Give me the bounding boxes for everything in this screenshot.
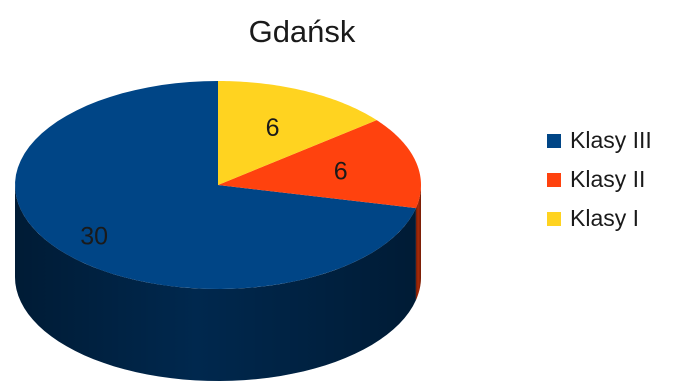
pie-side-shade-0 xyxy=(15,185,416,381)
pie-slice-0 xyxy=(15,81,416,289)
slice-labels: 30 6 6 xyxy=(80,114,347,251)
legend-swatch-1 xyxy=(547,173,561,187)
data-label-2: 6 xyxy=(266,114,280,142)
legend-swatch-2 xyxy=(547,212,561,226)
legend-label-0: Klasy III xyxy=(570,127,652,153)
legend-label-2: Klasy I xyxy=(570,205,639,231)
pie-slice-1 xyxy=(218,120,421,209)
data-label-0: 30 xyxy=(80,223,108,251)
pie-sides xyxy=(15,185,421,381)
legend-label-1: Klasy II xyxy=(570,166,645,192)
pie-side-shade-1 xyxy=(415,185,421,301)
data-label-1: 6 xyxy=(334,158,348,186)
pie-slices xyxy=(15,81,421,289)
legend-swatch-0 xyxy=(547,134,561,148)
pie-slice-2 xyxy=(218,81,377,185)
legend: Klasy III Klasy II Klasy I xyxy=(547,127,652,231)
chart-title: Gdańsk xyxy=(249,14,356,49)
